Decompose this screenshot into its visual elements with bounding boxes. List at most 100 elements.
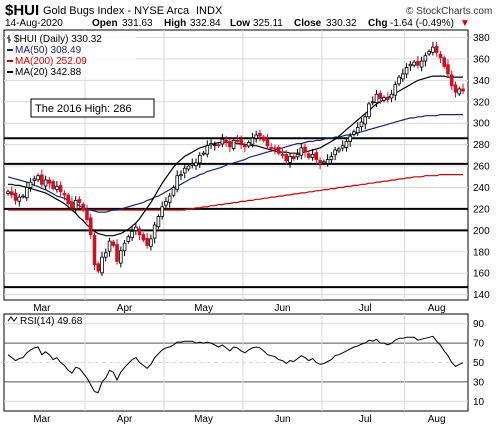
y-tick-label: 140 [473,290,490,301]
legend-ma50: MA(50) 308.49 [15,45,82,56]
candle [141,232,146,243]
candle [340,140,345,152]
candle-body [427,51,431,55]
candle [122,240,127,257]
candle-body [363,116,368,125]
candle [103,248,108,262]
candle [404,63,409,79]
candle-body [423,55,428,62]
candle-body [70,201,74,209]
annotation-2016-high: The 2016 High: 286 [30,98,155,118]
candle-body [288,156,292,163]
candle-body [231,139,236,149]
candle-body [137,228,142,236]
exchange-text: INDX [196,5,223,17]
candle [73,196,78,213]
candle-body [216,144,221,147]
candle-body [269,147,274,149]
candle-body [397,76,401,85]
candle [442,55,446,69]
candle-body [446,64,450,75]
x-month-label: May [194,303,213,314]
candle-body [51,181,55,189]
x-month-label: May [194,414,213,425]
candle [337,146,341,153]
candle-body [295,153,300,158]
chg-value: -1.64 (-0.49%) [390,18,454,29]
candle-body [141,234,146,241]
candle-body [100,256,104,274]
candle-body [408,63,413,67]
candle [58,181,63,197]
candle [145,232,149,249]
y-tick-label: 300 [473,119,490,130]
price-x-axis-labels: Mar Apr May Jun Jul Aug [33,303,445,314]
candle [370,96,375,106]
candle [205,140,210,158]
candle-body [374,93,379,104]
candle [21,193,25,199]
candle [355,122,360,136]
candle-body [36,175,40,181]
candle [216,142,221,148]
candle-body [122,242,127,252]
candle-body [190,163,195,166]
candle [107,237,112,257]
candle [423,52,428,67]
candle [111,239,116,248]
price-candles [6,41,465,276]
rsi-series-line [7,335,464,394]
candle [246,140,251,149]
legend-ma50-entry: MA(50) 308.49 [7,45,82,56]
candle-body [171,187,176,196]
candle-body [205,145,210,155]
legend-bg [6,31,136,77]
candle [359,117,364,131]
candle [378,90,383,104]
rsi-x-axis-labels: Mar Apr May Jun Jul Aug [33,414,445,425]
candle [43,175,48,191]
candle-body [6,191,10,194]
candle-body [194,162,198,167]
candle [412,60,416,68]
candle-body [382,97,386,101]
candle-body [284,154,289,162]
candle-body [337,148,341,152]
y-tick-label: 320 [473,97,490,108]
candle [231,138,236,151]
candle-body [389,93,394,99]
rsi-label: RSI(14) 49.68 [20,316,83,327]
candle [235,135,240,145]
brand-text: © StockCharts.com [406,6,492,17]
candle-body [235,139,240,142]
legend-price-entry: $HUI (Daily) 330.32 [7,34,102,45]
candle [314,148,319,164]
candle [51,179,55,191]
candle [92,232,97,270]
candle-body [58,185,63,193]
candle-body [461,88,465,92]
candle [167,192,172,208]
y-tick-label: 340 [473,76,490,87]
rsi-legend-icon [7,316,18,322]
low-label: Low [230,18,250,29]
candle-body [43,179,48,187]
close-label: Close [294,18,322,29]
candle-body [164,201,168,206]
candle [149,234,153,251]
candle [96,261,101,274]
candle [382,95,386,103]
candle [295,148,300,161]
candle [438,51,443,64]
candle [284,150,289,165]
candle-body [258,132,262,137]
index-name: Gold Bugs Index - NYSE Arca [43,5,190,17]
candle-body [167,195,172,203]
candle-body [103,252,108,258]
candle-body [66,194,70,204]
rsi-tick-label: 10 [473,397,485,408]
candle-body [307,153,311,158]
candle [66,192,70,206]
candle [228,138,232,153]
candle-body [213,144,217,147]
